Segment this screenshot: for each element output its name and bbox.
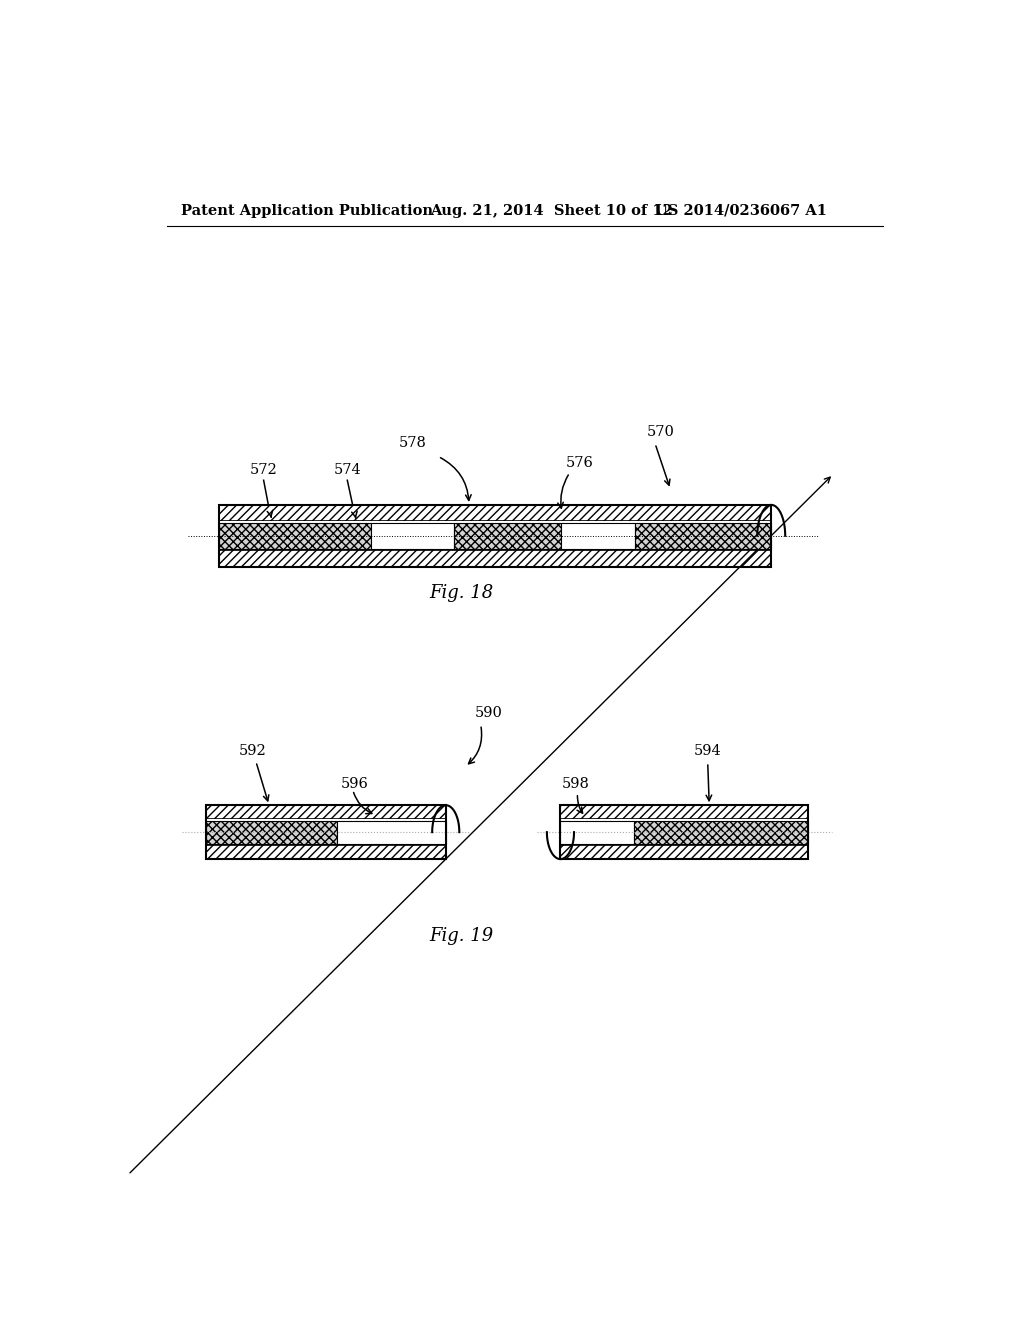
Text: 570: 570: [647, 425, 675, 438]
Text: 598: 598: [562, 776, 590, 791]
Text: 594: 594: [693, 744, 722, 758]
Text: 578: 578: [398, 437, 426, 450]
Bar: [371, 523, 455, 549]
Text: Aug. 21, 2014  Sheet 10 of 12: Aug. 21, 2014 Sheet 10 of 12: [430, 203, 673, 218]
Bar: [206, 845, 445, 859]
Text: 572: 572: [250, 463, 278, 478]
Bar: [219, 550, 771, 566]
Text: 596: 596: [341, 776, 369, 791]
Text: 576: 576: [566, 455, 594, 470]
Text: Fig. 18: Fig. 18: [429, 585, 494, 602]
Text: US 2014/0236067 A1: US 2014/0236067 A1: [655, 203, 827, 218]
Bar: [206, 818, 445, 845]
Bar: [560, 805, 809, 859]
Text: Fig. 19: Fig. 19: [429, 927, 494, 945]
Bar: [206, 821, 337, 843]
Bar: [561, 523, 635, 549]
Bar: [560, 818, 809, 845]
Text: 590: 590: [475, 706, 503, 719]
Text: 574: 574: [334, 463, 361, 478]
Bar: [219, 521, 771, 550]
Text: 592: 592: [239, 744, 266, 758]
Bar: [206, 805, 445, 818]
Bar: [219, 506, 771, 521]
Bar: [560, 821, 634, 843]
Bar: [337, 821, 445, 843]
Bar: [206, 805, 445, 859]
Text: Patent Application Publication: Patent Application Publication: [180, 203, 433, 218]
Bar: [560, 845, 809, 859]
Bar: [560, 805, 809, 818]
Bar: [634, 821, 809, 843]
Bar: [219, 504, 771, 566]
Bar: [219, 523, 371, 549]
Bar: [455, 523, 561, 549]
Bar: [635, 523, 771, 549]
